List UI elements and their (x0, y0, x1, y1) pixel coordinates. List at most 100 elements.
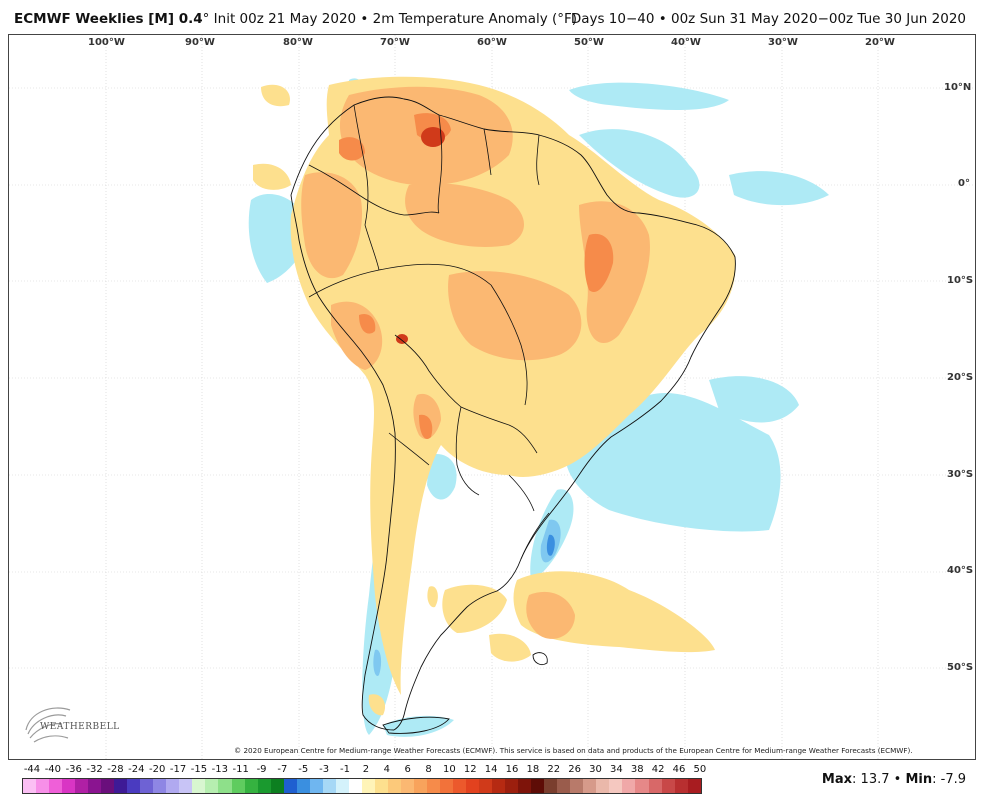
colorbar-swatch (413, 779, 427, 793)
colorbar-swatch (62, 779, 76, 793)
lat-label-30s: 30°S (947, 469, 974, 480)
colorbar-label: -40 (44, 764, 62, 775)
stats-separator: • (893, 772, 902, 787)
colorbar-swatch (570, 779, 584, 793)
colorbar-swatch (205, 779, 219, 793)
colorbar-label: -11 (232, 764, 249, 775)
colorbar-swatch (518, 779, 532, 793)
lon-label-100w: 100°W (88, 37, 125, 48)
colorbar-label: 16 (505, 764, 519, 775)
colorbar-label: 10 (443, 764, 456, 775)
lon-label-50w: 50°W (574, 37, 604, 48)
colorbar-swatch (257, 779, 271, 793)
max-value: : 13.7 (852, 772, 890, 787)
colorbar-swatch (387, 779, 401, 793)
model-name: ECMWF Weeklies [M] 0.4 (14, 11, 203, 27)
colorbar-label: -17 (169, 764, 187, 775)
lat-label-0: 0° (958, 178, 970, 189)
colorbar-swatch (140, 779, 154, 793)
colorbar-label: 50 (693, 764, 707, 775)
valid-period: Days 10−40 • 00z Sun 31 May 2020−00z Tue… (570, 11, 966, 27)
colorbar-label: -36 (65, 764, 82, 775)
colorbar-swatch (75, 779, 89, 793)
colorbar-label: 42 (651, 764, 665, 775)
colorbar-label: -7 (277, 764, 288, 775)
colorbar-swatch (166, 779, 180, 793)
max-min-readout: Max: 13.7 • Min: -7.9 (822, 772, 966, 787)
colorbar-swatch (49, 779, 63, 793)
colorbar-label: -13 (211, 764, 228, 775)
colorbar-label: -9 (256, 764, 267, 775)
colorbar-swatch (648, 779, 662, 793)
colorbar-label: -15 (190, 764, 208, 775)
colorbar-swatch (583, 779, 597, 793)
colorbar-swatch (23, 779, 37, 793)
max-label: Max (821, 772, 853, 787)
colorbar-label: 8 (425, 764, 432, 775)
colorbar-swatch (348, 779, 362, 793)
colorbar-label: -5 (298, 764, 309, 775)
colorbar-swatch (192, 779, 206, 793)
min-value: : -7.9 (932, 772, 966, 787)
map-header: ECMWF Weeklies [M] 0.4° Init 00z 21 May … (0, 0, 984, 34)
colorbar-label: 4 (383, 764, 390, 775)
colorbar-swatch (635, 779, 649, 793)
lon-label-20w: 20°W (865, 37, 895, 48)
colorbar-swatch (374, 779, 388, 793)
cool-anomaly-strong (404, 479, 555, 556)
colorbar-swatch (609, 779, 623, 793)
colorbar-swatch (283, 779, 297, 793)
map-title: ECMWF Weeklies [M] 0.4° Init 00z 21 May … (14, 11, 577, 27)
colorbar-swatch (505, 779, 519, 793)
colorbar-swatch (479, 779, 493, 793)
colorbar-label: -3 (319, 764, 330, 775)
colorbar-swatch (231, 779, 245, 793)
lon-label-70w: 70°W (380, 37, 410, 48)
colorbar-label: -44 (23, 764, 41, 775)
colorbar (22, 778, 702, 794)
colorbar-swatch (335, 779, 349, 793)
colorbar-swatch (322, 779, 336, 793)
colorbar-labels: -44 -40 -36 -32 -28 -24 -20 -17 -15 -13 -11 -9 -7 -5-… (22, 764, 722, 776)
lon-label-60w: 60°W (477, 37, 507, 48)
colorbar-label: -28 (107, 764, 124, 775)
colorbar-label: -20 (149, 764, 166, 775)
colorbar-label: 6 (404, 764, 411, 775)
colorbar-label: 18 (526, 764, 540, 775)
colorbar-swatch (674, 779, 688, 793)
colorbar-swatch (661, 779, 675, 793)
colorbar-label: 46 (672, 764, 686, 775)
colorbar-swatch (36, 779, 50, 793)
copyright-notice: © 2020 European Centre for Medium-range … (234, 746, 913, 755)
logo-text: WEATHERBELL (40, 722, 120, 732)
colorbar-label: 30 (589, 764, 602, 775)
warm-anomaly-hot (396, 127, 445, 344)
colorbar-swatch (114, 779, 128, 793)
colorbar-swatch (153, 779, 167, 793)
colorbar-swatch (270, 779, 284, 793)
colorbar-swatch (687, 779, 701, 793)
colorbar-label: 2 (362, 764, 370, 775)
lon-label-90w: 90°W (185, 37, 215, 48)
lat-label-50s: 50°S (947, 662, 974, 673)
colorbar-swatch (179, 779, 193, 793)
colorbar-swatch (127, 779, 141, 793)
colorbar-swatch (622, 779, 636, 793)
colorbar-swatch (309, 779, 323, 793)
min-label: Min (905, 772, 933, 787)
colorbar-swatch (400, 779, 414, 793)
colorbar-swatch (596, 779, 610, 793)
lat-label-40s: 40°S (947, 565, 974, 576)
colorbar-swatch (531, 779, 545, 793)
lon-label-40w: 40°W (671, 37, 701, 48)
colorbar-swatch (88, 779, 102, 793)
lat-label-10n: 10°N (944, 82, 972, 93)
colorbar-label: -1 (340, 764, 351, 775)
colorbar-swatch (426, 779, 440, 793)
warm-anomaly-strong (339, 113, 614, 439)
colorbar-swatch (466, 779, 480, 793)
colorbar-swatch (101, 779, 115, 793)
colorbar-swatch (557, 779, 571, 793)
lat-label-10s: 10°S (947, 275, 974, 286)
colorbar-label: 26 (568, 764, 581, 775)
